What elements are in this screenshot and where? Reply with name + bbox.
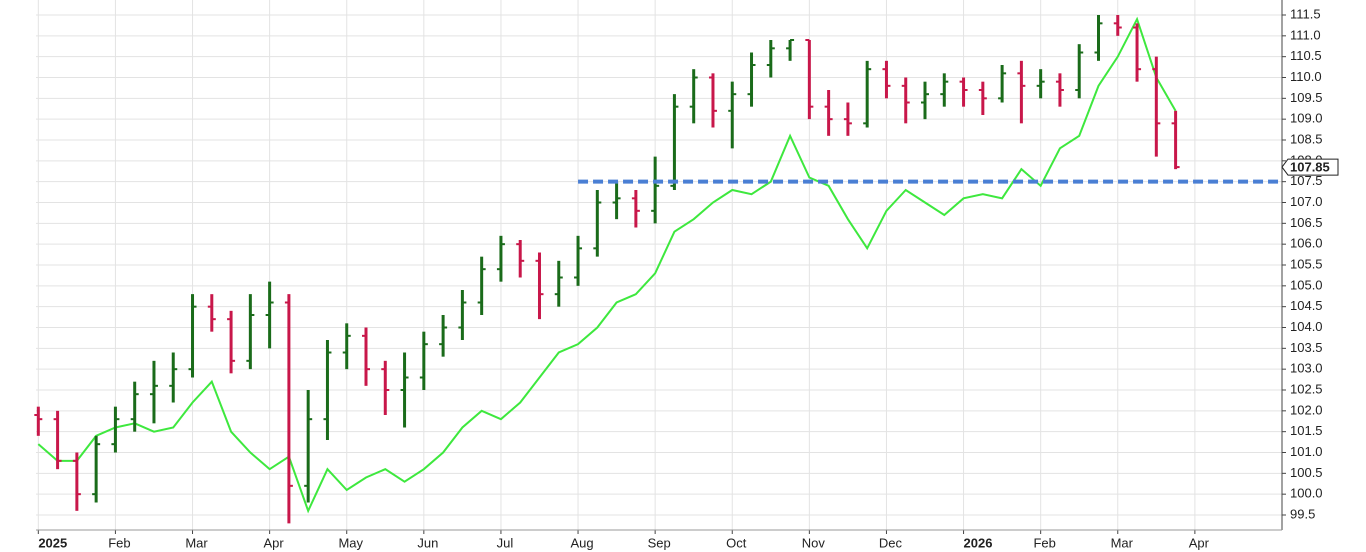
y-tick-label: 101.0 xyxy=(1290,444,1323,459)
y-tick-label: 111.0 xyxy=(1290,27,1321,42)
y-tick-label: 101.5 xyxy=(1290,423,1323,438)
y-tick-label: 102.5 xyxy=(1290,381,1323,396)
y-tick-label: 110.0 xyxy=(1290,69,1322,84)
y-tick-label: 104.5 xyxy=(1290,298,1323,313)
x-tick-label: Feb xyxy=(1033,535,1055,550)
x-tick-label: Oct xyxy=(726,535,747,550)
y-tick-label: 100.5 xyxy=(1290,465,1323,480)
last-price-box xyxy=(1281,158,1339,176)
x-tick-label: Jun xyxy=(417,535,438,550)
y-tick-label: 110.5 xyxy=(1290,48,1322,63)
x-tick-label: Apr xyxy=(1189,535,1210,550)
x-tick-label: Apr xyxy=(264,535,285,550)
y-tick-label: 103.5 xyxy=(1290,340,1323,355)
y-tick-label: 105.0 xyxy=(1290,277,1323,292)
x-tick-label: Mar xyxy=(185,535,208,550)
x-tick-label: 2026 xyxy=(964,535,993,550)
x-tick-label: Mar xyxy=(1111,535,1134,550)
x-tick-label: Feb xyxy=(108,535,130,550)
y-tick-label: 99.5 xyxy=(1290,506,1315,521)
y-tick-label: 100.0 xyxy=(1290,486,1323,501)
x-tick-label: Sep xyxy=(648,535,671,550)
y-tick-label: 107.5 xyxy=(1290,173,1323,188)
x-tick-label: 2025 xyxy=(38,535,67,550)
y-tick-label: 109.0 xyxy=(1290,111,1323,126)
y-tick-label: 103.0 xyxy=(1290,361,1323,376)
y-tick-label: 111.5 xyxy=(1290,6,1321,21)
x-tick-label: May xyxy=(338,535,363,550)
y-tick-label: 109.5 xyxy=(1290,90,1323,105)
x-tick-label: Dec xyxy=(879,535,903,550)
y-tick-label: 108.5 xyxy=(1290,131,1323,146)
y-tick-label: 107.0 xyxy=(1290,194,1323,209)
last-price-label: 107.85 xyxy=(1290,160,1330,175)
y-tick-label: 102.0 xyxy=(1290,402,1323,417)
comparison-line xyxy=(37,16,1177,514)
x-tick-label: Nov xyxy=(802,535,826,550)
x-tick-label: Aug xyxy=(570,535,593,550)
y-tick-label: 105.5 xyxy=(1290,256,1323,271)
y-tick-label: 106.5 xyxy=(1290,215,1323,230)
y-tick-label: 106.0 xyxy=(1290,236,1323,251)
y-tick-label: 104.0 xyxy=(1290,319,1323,334)
x-tick-label: Jul xyxy=(497,535,514,550)
